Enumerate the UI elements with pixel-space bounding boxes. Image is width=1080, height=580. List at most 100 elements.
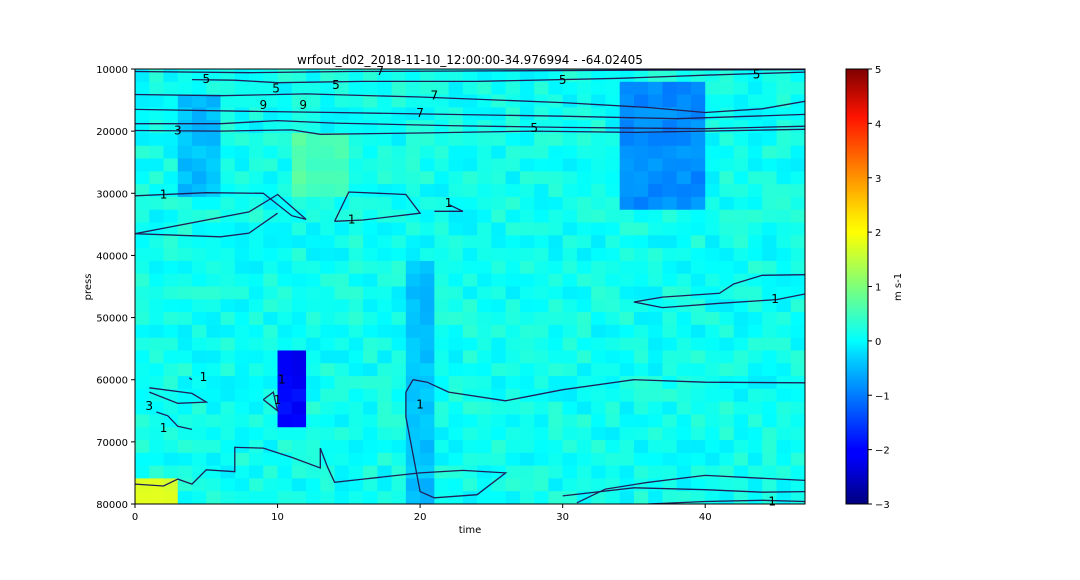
- heat-cell: [420, 132, 435, 147]
- heat-cell: [648, 94, 664, 108]
- heat-cell: [534, 158, 550, 172]
- heat-cell: [562, 235, 578, 249]
- heat-cell: [234, 478, 250, 492]
- contour-label: 7: [376, 64, 384, 78]
- heat-cell: [733, 248, 749, 262]
- heat-cell: [747, 196, 763, 211]
- heat-cell: [277, 273, 293, 288]
- heat-cell: [505, 184, 521, 198]
- heat-cell: [576, 120, 592, 134]
- heat-cell: [420, 260, 435, 275]
- heat-cell: [776, 184, 792, 198]
- heat-cell: [306, 171, 321, 185]
- heat-cell: [177, 465, 193, 480]
- heat-cell: [135, 491, 150, 504]
- heat-cell: [719, 414, 735, 428]
- heat-cell: [391, 414, 407, 428]
- heat-cell: [705, 145, 721, 160]
- heat-cell: [291, 299, 307, 313]
- heat-cell: [690, 401, 706, 416]
- heat-cell: [548, 158, 564, 172]
- heat-cell: [648, 312, 664, 326]
- heat-cell: [420, 440, 435, 454]
- heat-cell: [163, 209, 179, 224]
- heat-cell: [405, 337, 421, 352]
- heat-cell: [505, 312, 521, 326]
- heat-cell: [334, 388, 350, 403]
- heat-cell: [135, 427, 150, 441]
- heat-cell: [519, 337, 535, 352]
- heat-cell: [291, 248, 307, 262]
- heat-cell: [534, 81, 550, 96]
- heat-cell: [690, 312, 706, 326]
- heat-cell: [747, 324, 763, 339]
- heat-cell: [448, 427, 464, 441]
- heat-cell: [220, 491, 236, 504]
- heat-cell: [306, 196, 321, 211]
- heat-cell: [348, 312, 364, 326]
- heat-cell: [405, 350, 421, 364]
- heat-cell: [135, 81, 150, 96]
- heat-cell: [619, 145, 635, 160]
- heat-cell: [705, 414, 721, 428]
- heat-cell: [747, 69, 763, 83]
- heat-cell: [505, 209, 521, 224]
- heat-cell: [320, 401, 336, 416]
- heat-cell: [662, 248, 678, 262]
- heat-cell: [163, 465, 179, 480]
- contour-label: 5: [272, 81, 280, 95]
- heat-cell: [776, 491, 792, 504]
- heat-cell: [420, 312, 435, 326]
- heat-cell: [291, 273, 307, 288]
- heat-cell: [363, 260, 378, 275]
- heat-cell: [576, 299, 592, 313]
- heat-cell: [277, 388, 293, 403]
- heat-cell: [220, 94, 236, 108]
- heat-cell: [576, 465, 592, 480]
- heat-cell: [505, 196, 521, 211]
- heat-cell: [363, 452, 378, 467]
- y-axis-label: press: [83, 274, 94, 301]
- heat-cell: [648, 120, 664, 134]
- heat-cell: [690, 235, 706, 249]
- heat-cell: [306, 414, 321, 428]
- heat-cell: [220, 248, 236, 262]
- heat-cell: [334, 452, 350, 467]
- heat-cell: [591, 337, 607, 352]
- heat-cell: [206, 452, 222, 467]
- heat-cell: [548, 363, 564, 377]
- heat-cell: [334, 120, 350, 134]
- heat-cell: [790, 427, 805, 441]
- heat-cell: [747, 465, 763, 480]
- heat-cell: [534, 324, 550, 339]
- heat-cell: [633, 132, 649, 147]
- heat-cell: [220, 107, 236, 121]
- heat-cell: [705, 440, 721, 454]
- heat-cell: [505, 376, 521, 390]
- heat-cell: [648, 171, 664, 185]
- heat-cell: [448, 171, 464, 185]
- heat-cell: [206, 145, 222, 160]
- heat-cell: [491, 452, 507, 467]
- heat-cell: [776, 107, 792, 121]
- heat-cell: [576, 350, 592, 364]
- colorbar-label: m s-1: [893, 273, 904, 301]
- heat-cell: [348, 414, 364, 428]
- heat-cell: [776, 299, 792, 313]
- heat-cell: [249, 69, 264, 83]
- heat-cell: [648, 337, 664, 352]
- heat-cell: [135, 350, 150, 364]
- heat-cell: [306, 94, 321, 108]
- heat-cell: [662, 158, 678, 172]
- contour-label: 1: [445, 196, 453, 210]
- heat-cell: [776, 222, 792, 236]
- heat-cell: [548, 235, 564, 249]
- heat-cell: [591, 363, 607, 377]
- heat-cell: [234, 376, 250, 390]
- heat-cell: [377, 388, 393, 403]
- heat-cell: [747, 273, 763, 288]
- heat-cell: [705, 299, 721, 313]
- heat-cell: [633, 337, 649, 352]
- heat-cell: [434, 299, 450, 313]
